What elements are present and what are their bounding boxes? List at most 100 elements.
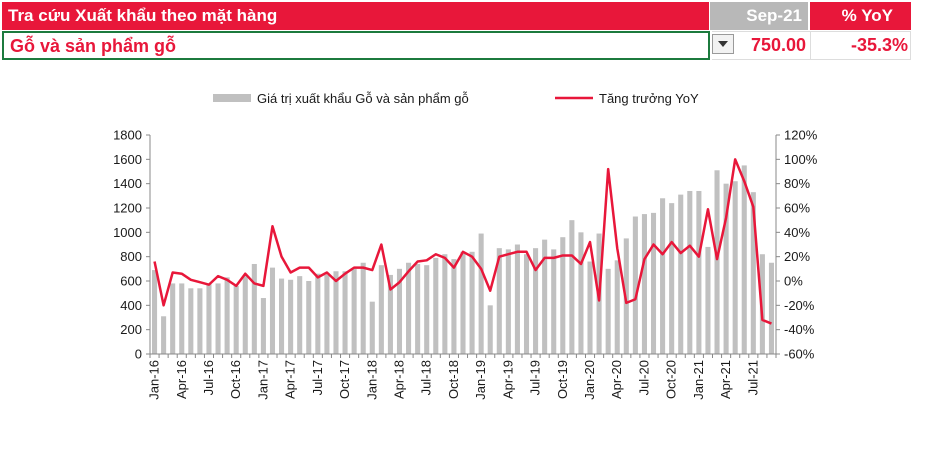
bar <box>424 265 430 354</box>
x-tick-label: Apr-20 <box>609 360 624 399</box>
y-right-tick-label: 120% <box>784 128 818 143</box>
y-left-tick-label: 1200 <box>113 201 142 216</box>
y-right-tick-label: -40% <box>784 322 815 337</box>
y-right-tick-label: -20% <box>784 298 815 313</box>
x-tick-label: Oct-19 <box>555 360 570 399</box>
legend-line-label: Tăng trưởng YoY <box>599 91 699 106</box>
y-left-tick-label: 200 <box>120 322 142 337</box>
x-tick-label: Apr-21 <box>718 360 733 399</box>
bar <box>542 239 548 354</box>
bar <box>360 262 366 354</box>
bar <box>723 183 729 354</box>
bar <box>297 276 303 354</box>
bar <box>750 192 756 354</box>
x-tick-label: Jan-18 <box>364 360 379 400</box>
bar <box>714 170 720 354</box>
bar <box>279 278 285 354</box>
x-tick-label: Oct-17 <box>337 360 352 399</box>
bar <box>569 220 575 354</box>
bar <box>514 244 520 354</box>
bar <box>705 246 711 354</box>
x-tick-label: Oct-16 <box>228 360 243 399</box>
bar <box>523 254 530 354</box>
bar <box>759 254 765 354</box>
x-tick-label: Jul-17 <box>310 360 325 395</box>
bar <box>732 181 738 354</box>
bar <box>324 274 330 354</box>
y-right-tick-label: -60% <box>784 347 815 362</box>
bar <box>224 277 230 354</box>
y-left-tick-label: 800 <box>120 249 142 264</box>
y-right-tick-label: 0% <box>784 274 803 289</box>
line-series <box>153 158 772 325</box>
bar <box>152 270 158 354</box>
y-left-tick-label: 1600 <box>113 152 142 167</box>
axes: 0 200 400 600 800 1000 1200 1400 1600 1800 120% 100… <box>113 128 818 400</box>
y-left-tick-label: 600 <box>120 274 142 289</box>
bar <box>641 214 647 354</box>
bar <box>333 271 339 354</box>
bar <box>460 251 466 354</box>
x-tick-label: Jan-21 <box>691 360 706 400</box>
bar <box>396 268 403 354</box>
bar <box>578 232 584 354</box>
bar <box>260 298 266 354</box>
x-tick-label: Apr-19 <box>500 360 515 399</box>
bar <box>551 249 557 354</box>
dropdown-button[interactable] <box>712 34 734 54</box>
bar <box>505 249 511 354</box>
bar <box>161 316 167 354</box>
header-title: Tra cứu Xuất khẩu theo mặt hàng <box>2 2 709 30</box>
y-right-tick-label: 20% <box>784 249 810 264</box>
bar <box>587 261 593 354</box>
bar <box>433 257 439 354</box>
bar <box>660 198 666 354</box>
x-tick-label: Jan-19 <box>473 360 488 400</box>
bar <box>188 288 194 354</box>
bar <box>179 283 185 354</box>
bar <box>696 190 702 354</box>
x-tick-label: Jul-21 <box>745 360 760 395</box>
bar <box>469 251 475 354</box>
bar <box>415 263 421 354</box>
bar <box>269 267 276 354</box>
x-tick-label: Jan-17 <box>255 360 270 400</box>
x-tick-label: Apr-18 <box>391 360 406 399</box>
bar <box>533 248 539 354</box>
legend-bar-label: Giá trị xuất khẩu Gỗ và sản phẩm gỗ <box>257 91 469 106</box>
y-right-tick-label: 40% <box>784 225 810 240</box>
bar <box>406 262 412 354</box>
yoy-line <box>153 158 772 325</box>
export-chart: Giá trị xuất khẩu Gỗ và sản phẩm gỗ Tăng… <box>113 91 818 400</box>
bar <box>478 233 484 354</box>
x-tick-label: Jul-18 <box>419 360 434 395</box>
bar <box>605 268 611 354</box>
bar <box>496 248 502 354</box>
bar <box>678 194 684 354</box>
chevron-down-icon <box>718 41 728 47</box>
bar <box>560 237 566 354</box>
x-tick-label: Apr-16 <box>174 360 189 399</box>
bar <box>351 268 357 354</box>
bar <box>233 285 239 354</box>
bar <box>378 265 384 354</box>
header-yoy-label: % YoY <box>810 2 911 30</box>
bar <box>487 305 493 354</box>
bar <box>741 165 747 354</box>
bar <box>342 271 348 354</box>
bar <box>614 260 620 354</box>
x-tick-label: Jul-19 <box>528 360 543 395</box>
x-tick-label: Oct-18 <box>446 360 461 399</box>
bar <box>197 288 203 354</box>
legend: Giá trị xuất khẩu Gỗ và sản phẩm gỗ Tăng… <box>213 91 699 106</box>
x-tick-label: Oct-20 <box>664 360 679 399</box>
bar <box>315 273 321 354</box>
x-tick-label: Jan-16 <box>147 360 162 400</box>
bar <box>442 254 448 354</box>
commodity-select[interactable]: Gỗ và sản phẩm gỗ <box>2 31 710 60</box>
bar <box>215 283 221 354</box>
y-left-tick-label: 1400 <box>113 176 142 191</box>
y-right-tick-label: 100% <box>784 152 818 167</box>
bar <box>387 274 393 354</box>
y-left-tick-label: 400 <box>120 298 142 313</box>
